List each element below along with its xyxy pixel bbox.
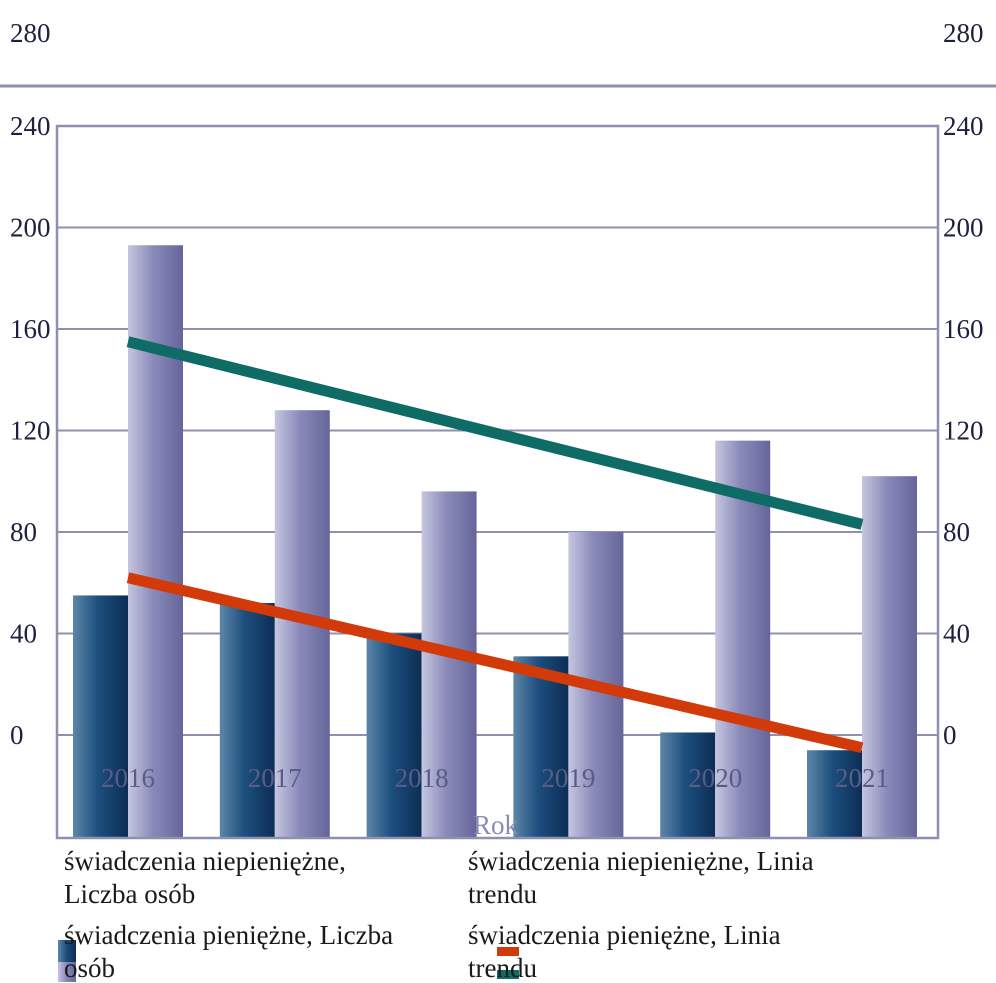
y-tick-right-160: 160 <box>943 314 984 344</box>
plot-frame <box>55 124 940 840</box>
legend: świadczenia niepieniężne, Liczba osób św… <box>58 846 820 983</box>
legend-swatch-niepieniezne-bar <box>58 940 76 962</box>
bar-niepieniezne-2021 <box>807 750 862 838</box>
x-tick-2020: 2020 <box>688 763 742 793</box>
y-tick-right-200: 200 <box>943 213 984 243</box>
bar-niepieniezne-2019 <box>513 656 569 838</box>
bar-niepieniezne-2017 <box>219 603 275 838</box>
bar-niepieniezne-2016 <box>73 595 128 838</box>
bar-pieniezne-2016 <box>128 245 183 838</box>
y-tick-left-80: 80 <box>10 517 37 547</box>
trendline-niepieniezne <box>126 572 864 754</box>
x-tick-2021: 2021 <box>835 763 889 793</box>
x-tick-2019: 2019 <box>541 763 595 793</box>
bar-pieniezne-2021 <box>862 476 917 838</box>
legend-label-pieniezne-bar: świadczenia pieniężne, Liczba osób <box>64 920 400 983</box>
y-tick-left-120: 120 <box>10 416 51 446</box>
bars <box>73 245 917 838</box>
y-tick-right-80: 80 <box>943 517 970 547</box>
legend-swatch-pieniezne-trend <box>497 970 519 979</box>
y-tick-left-280: 280 <box>10 18 51 48</box>
x-axis: 2016 2017 2018 2019 2020 2021 <box>101 763 889 793</box>
legend-label-niepieniezne-trend: świadczenia niepieniężne, Linia trendu <box>468 846 820 909</box>
y-tick-right-280: 280 <box>943 18 984 48</box>
y-tick-left-200: 200 <box>10 213 51 243</box>
y-tick-right-40: 40 <box>943 619 970 649</box>
y-tick-right-120: 120 <box>943 416 984 446</box>
x-tick-2016: 2016 <box>101 763 155 793</box>
top-axis-ticks: 280 280 <box>10 18 984 48</box>
trendlines <box>126 336 864 754</box>
y-tick-left-0: 0 <box>10 720 24 750</box>
legend-swatch-niepieniezne-trend <box>497 947 519 956</box>
bar-niepieniezne-2018 <box>366 633 422 838</box>
y-tick-left-40: 40 <box>10 619 37 649</box>
x-tick-2018: 2018 <box>395 763 449 793</box>
legend-label-niepieniezne-bar: świadczenia niepieniężne, Liczba osób <box>64 846 353 909</box>
bar-pieniezne-2018 <box>421 491 477 838</box>
y-tick-left-160: 160 <box>10 314 51 344</box>
bar-pieniezne-2020 <box>715 440 771 838</box>
x-tick-2017: 2017 <box>248 763 302 793</box>
y-tick-right-0: 0 <box>943 720 957 750</box>
legend-swatch-pieniezne-bar <box>58 962 76 982</box>
y-tick-left-240: 240 <box>10 111 51 141</box>
bar-niepieniezne-2020 <box>660 732 716 838</box>
x-axis-label: Rok <box>473 810 519 840</box>
y-axis-left: 240 200 160 120 80 40 0 <box>10 111 51 750</box>
y-axis-right: 240 200 160 120 80 40 0 <box>943 111 984 750</box>
legend-label-pieniezne-trend: świadczenia pieniężne, Linia trendu <box>468 920 787 983</box>
y-tick-right-240: 240 <box>943 111 984 141</box>
trendline-pieniezne <box>126 336 864 530</box>
